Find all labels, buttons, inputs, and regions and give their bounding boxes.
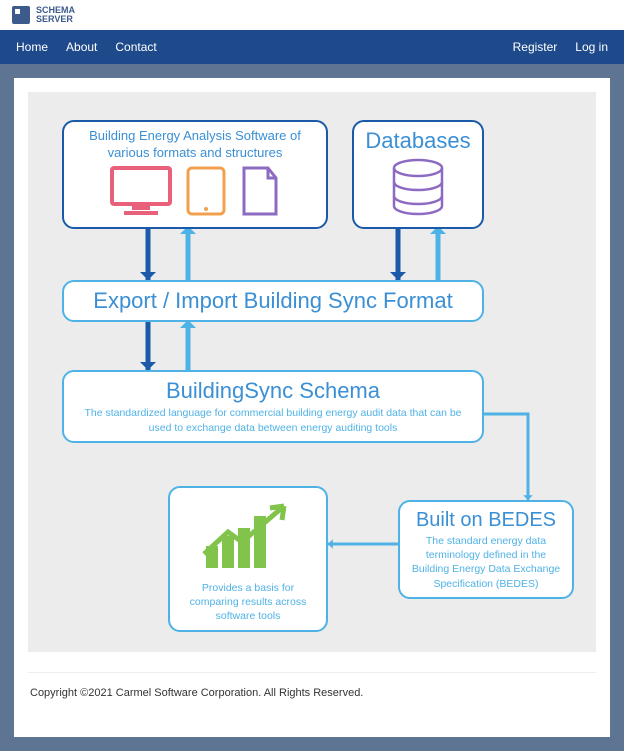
box-bedes: Built on BEDESThe standard energy data t… bbox=[398, 500, 574, 599]
box-export-title: Export / Import Building Sync Format bbox=[72, 288, 474, 314]
box-schema: BuildingSync SchemaThe standardized lang… bbox=[62, 370, 484, 443]
box-schema-title: BuildingSync Schema bbox=[72, 378, 474, 404]
box-compare: Provides a basis for comparing results a… bbox=[168, 486, 328, 632]
nav-contact[interactable]: Contact bbox=[115, 40, 156, 54]
logo-text-2: SERVER bbox=[36, 15, 75, 24]
navbar: Home About Contact Register Log in bbox=[0, 30, 624, 64]
box-databases: Databases bbox=[352, 120, 484, 229]
box-export: Export / Import Building Sync Format bbox=[62, 280, 484, 322]
box-databases-title: Databases bbox=[362, 128, 474, 154]
logo: SCHEMA SERVER bbox=[12, 6, 75, 24]
box-bedes-subtitle: The standard energy data terminology def… bbox=[408, 534, 564, 591]
topbar: SCHEMA SERVER bbox=[0, 0, 624, 30]
box-bedes-title: Built on BEDES bbox=[408, 508, 564, 532]
document-icon bbox=[240, 166, 280, 221]
box-softwares-title: Building Energy Analysis Software of var… bbox=[72, 128, 318, 162]
nav-about[interactable]: About bbox=[66, 40, 97, 54]
nav-login[interactable]: Log in bbox=[575, 40, 608, 54]
box-schema-subtitle: The standardized language for commercial… bbox=[72, 406, 474, 434]
tablet-icon bbox=[186, 166, 226, 221]
nav-home[interactable]: Home bbox=[16, 40, 48, 54]
box-softwares-icons bbox=[72, 166, 318, 221]
monitor-icon bbox=[110, 166, 172, 221]
database-icon bbox=[388, 158, 448, 221]
page: Building Energy Analysis Software of var… bbox=[14, 78, 610, 737]
box-compare-subtitle: Provides a basis for comparing results a… bbox=[178, 581, 318, 624]
box-softwares: Building Energy Analysis Software of var… bbox=[62, 120, 328, 229]
diagram: Building Energy Analysis Software of var… bbox=[28, 92, 596, 652]
growth-chart-icon bbox=[178, 498, 318, 579]
logo-icon bbox=[12, 6, 30, 24]
nav-register[interactable]: Register bbox=[513, 40, 558, 54]
footer-text: Copyright ©2021 Carmel Software Corporat… bbox=[28, 672, 596, 723]
box-databases-icons bbox=[362, 158, 474, 221]
